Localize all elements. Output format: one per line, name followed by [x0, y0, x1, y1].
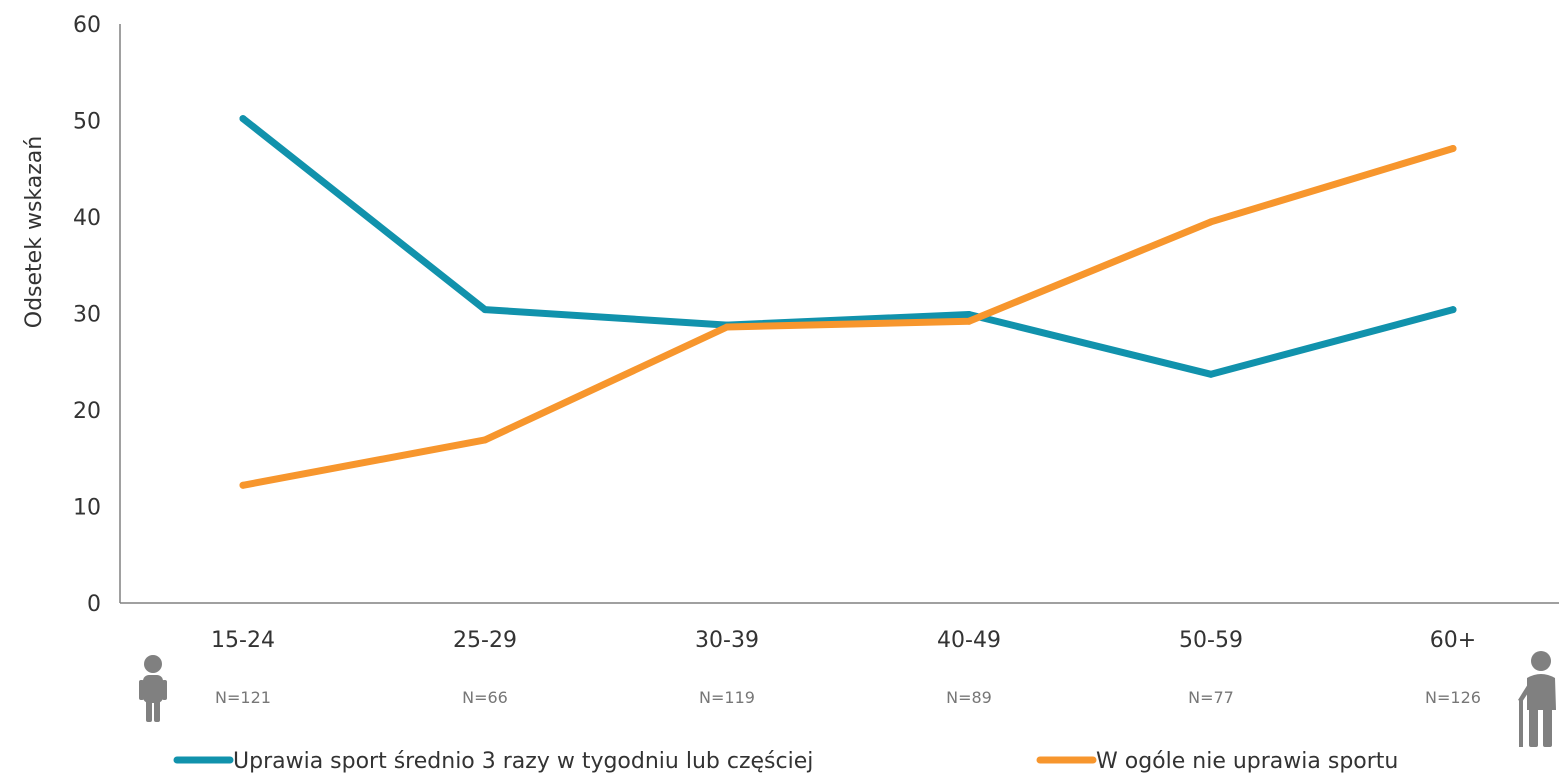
sample-size-label: N=126: [1425, 688, 1481, 707]
data-point: [239, 481, 247, 489]
y-tick-label: 20: [73, 399, 101, 424]
sample-size-label: N=89: [946, 688, 992, 707]
data-point: [1449, 144, 1457, 152]
sample-size-label: N=77: [1188, 688, 1234, 707]
sample-size-label: N=121: [215, 688, 271, 707]
y-tick-label: 0: [87, 592, 101, 617]
sample-size-label: N=66: [462, 688, 508, 707]
data-point: [965, 317, 973, 325]
legend-label-2: W ogóle nie uprawia sportu: [1096, 749, 1398, 773]
data-point: [481, 306, 489, 314]
y-tick-label: 40: [73, 206, 101, 231]
data-point: [965, 310, 973, 318]
data-point: [1207, 370, 1215, 378]
sample-size-labels: N=121 N=66 N=119 N=89 N=77 N=126: [215, 688, 1481, 707]
legend: Uprawia sport średnio 3 razy w tygodniu …: [173, 749, 1398, 773]
series-line-1: [239, 115, 1457, 378]
y-tick-label: 30: [73, 303, 101, 328]
series-lines: [239, 115, 1457, 489]
x-tick-label: 15-24: [211, 628, 275, 653]
data-point: [239, 115, 247, 123]
x-tick-label: 50-59: [1179, 628, 1243, 653]
axes: [119, 24, 1559, 604]
elderly-person-icon: [1518, 651, 1556, 747]
series-line-2: [239, 144, 1457, 489]
data-point: [723, 323, 731, 331]
y-tick-label: 10: [73, 496, 101, 521]
data-point: [1449, 306, 1457, 314]
x-ticks: 15-24 25-29 30-39 40-49 50-59 60+: [211, 628, 1476, 653]
x-tick-label: 40-49: [937, 628, 1001, 653]
data-point: [1207, 218, 1215, 226]
x-tick-label: 25-29: [453, 628, 517, 653]
x-tick-label: 60+: [1430, 628, 1476, 653]
young-person-icon: [139, 655, 167, 722]
legend-label-1: Uprawia sport średnio 3 razy w tygodniu …: [233, 749, 813, 773]
y-axis-title: Odsetek wskazań: [22, 136, 47, 328]
sample-size-label: N=119: [699, 688, 755, 707]
y-tick-label: 60: [73, 13, 101, 38]
y-ticks: 0 10 20 30 40 50 60: [73, 13, 101, 617]
x-tick-label: 30-39: [695, 628, 759, 653]
data-point: [481, 436, 489, 444]
y-tick-label: 50: [73, 110, 101, 135]
